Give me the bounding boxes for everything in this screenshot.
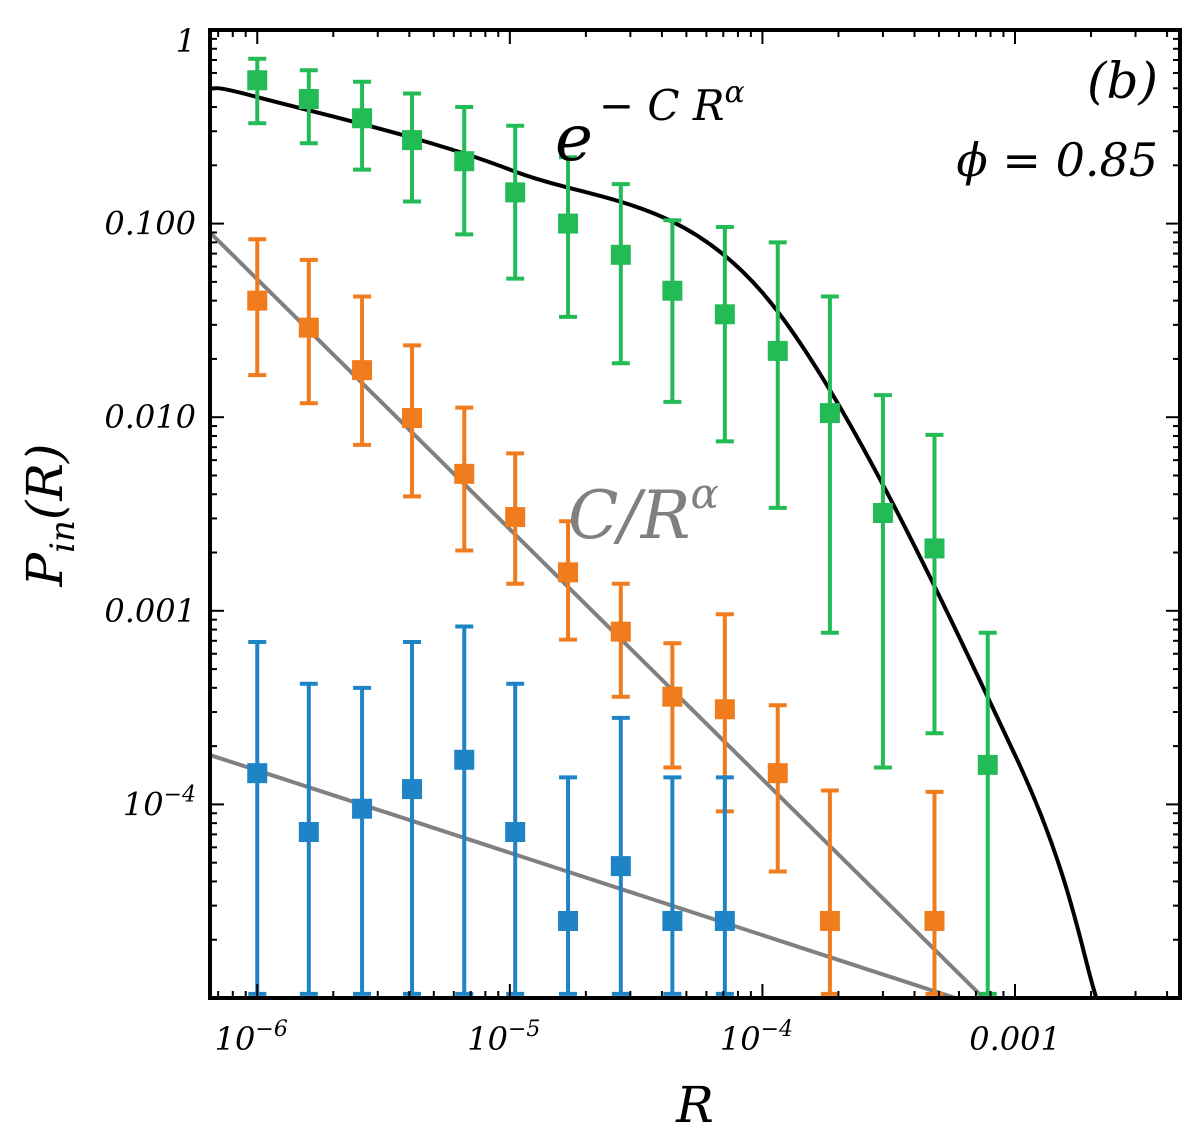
y-axis-label-arg: (R) — [16, 443, 74, 520]
x-tick-label: 10−4 — [720, 1017, 793, 1058]
x-tick-label: 0.001 — [969, 1020, 1061, 1058]
data-point — [819, 403, 840, 424]
data-point — [558, 213, 579, 234]
data-point — [505, 507, 526, 528]
y-tick-label: 0.100 — [104, 205, 196, 243]
y-tick-label-base: 10 — [123, 785, 164, 823]
x-tick-label: 10−6 — [215, 1017, 288, 1058]
data-point — [298, 317, 319, 338]
series-1 — [247, 237, 945, 996]
data-point — [662, 280, 683, 301]
phi-label: ϕ = 0.85 — [956, 133, 1158, 187]
data-point — [558, 910, 579, 931]
x-tick-label-base: 10 — [215, 1020, 256, 1058]
x-tick-label-exp: −4 — [761, 1017, 793, 1042]
data-point — [662, 910, 683, 931]
data-point — [454, 151, 475, 172]
exp-fit-exponent: − C R — [599, 81, 725, 130]
data-point — [767, 763, 788, 784]
x-axis-label: R — [675, 1076, 714, 1134]
data-point — [505, 822, 526, 843]
x-tick-label: 10−5 — [467, 1017, 540, 1058]
power-fit-label: C/Rα — [568, 469, 719, 554]
y-axis-label-main: P — [16, 552, 74, 588]
plot-frame — [208, 28, 1182, 1000]
data-point — [247, 763, 268, 784]
data-point — [247, 70, 268, 91]
data-point — [298, 822, 319, 843]
data-point — [402, 130, 423, 151]
y-tick-label: 0.010 — [104, 398, 196, 436]
y-tick-label: 1 — [176, 22, 196, 60]
x-tick-label-exp: −5 — [508, 1017, 540, 1042]
data-point — [454, 749, 475, 770]
data-point — [924, 910, 945, 931]
data-point — [714, 304, 735, 325]
data-point — [402, 779, 423, 800]
data-point — [610, 244, 631, 265]
power-fit-text: C/R — [568, 477, 690, 554]
x-tick-label-base: 10 — [467, 1020, 508, 1058]
data-point — [819, 910, 840, 931]
data-point — [662, 686, 683, 707]
data-point — [402, 408, 423, 429]
y-axis-label: Pin(R) — [16, 443, 83, 587]
exp-fit-alpha: α — [725, 75, 745, 110]
data-point — [872, 503, 893, 524]
data-point — [352, 360, 373, 381]
data-point — [352, 108, 373, 129]
data-point — [298, 89, 319, 110]
series-2 — [247, 624, 735, 996]
fit-line-power-1 — [210, 231, 985, 998]
y-tick-label: 0.001 — [104, 592, 196, 630]
data-point — [247, 290, 268, 311]
data-point — [714, 910, 735, 931]
data-point — [767, 340, 788, 361]
data-point — [352, 798, 373, 819]
data-point — [505, 182, 526, 203]
data-point — [610, 856, 631, 877]
y-tick-label: 10−4 — [123, 782, 196, 823]
data-point — [610, 621, 631, 642]
power-fit-alpha: α — [690, 469, 718, 518]
data-point — [558, 562, 579, 583]
fit-line-power-2 — [210, 753, 956, 998]
data-point — [977, 754, 998, 775]
y-tick-label-exp: −4 — [164, 782, 196, 807]
panel-label: (b) — [1087, 52, 1158, 110]
data-point — [454, 463, 475, 484]
data-point — [924, 538, 945, 559]
exp-fit-base: e — [555, 102, 593, 176]
data-point — [714, 699, 735, 720]
exp-fit-label: e − C Rα — [555, 75, 745, 176]
series-0 — [247, 56, 998, 996]
y-axis-label-sub: in — [43, 520, 83, 553]
x-tick-label-exp: −6 — [255, 1017, 287, 1042]
x-tick-label-base: 10 — [720, 1020, 761, 1058]
data-series — [247, 56, 998, 996]
